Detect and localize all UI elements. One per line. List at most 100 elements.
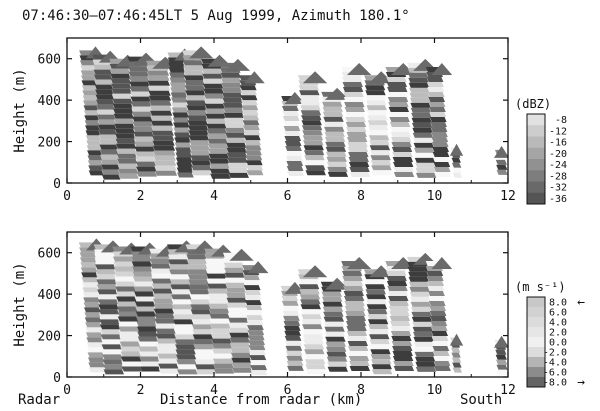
echo-cell [392,346,413,351]
y-tick-label: 200 [38,330,61,345]
echo-cell [367,115,388,121]
colorbar-label: -8.0 [543,378,567,389]
echo-cell [149,100,172,106]
echo-cell [185,90,206,96]
echo-cell [222,92,243,98]
colorbar-swatch [527,297,545,308]
echo-cell [130,91,151,97]
echo-cell [225,282,246,288]
echo-cell [431,142,449,147]
echo-cell [190,150,211,156]
echo-cell [224,117,245,123]
colorbar-swatch [527,317,545,328]
echo-cell [409,87,430,93]
echo-cell [243,275,260,281]
echo-cell [282,305,300,311]
echo-cell [151,273,172,279]
echo-cell [222,102,244,108]
echo-cell [191,314,212,320]
echo-cell [191,324,213,330]
echo-cell [326,356,348,362]
echo-cell [298,279,319,285]
echo-cell [429,117,447,122]
y-axis-label: Height (m) [12,262,28,346]
echo-cell [152,293,174,299]
echo-cell [136,171,157,177]
echo-cell [157,348,178,354]
echo-cell [150,263,171,269]
echo-cell [244,140,262,146]
echo-cell [392,152,413,157]
echo-cell [365,289,386,295]
echo-cell [224,127,246,133]
echo-cell [349,361,370,366]
echo-cell [451,157,461,163]
echo-cell [157,353,178,359]
x-tick-label: 10 [427,383,443,398]
echo-cell [116,148,137,154]
echo-cell [171,107,189,113]
echo-cell [413,331,434,337]
echo-column [130,242,162,372]
echo-cell [191,319,212,325]
echo-cell [345,117,366,122]
echo-cell [302,135,324,141]
echo-cell [326,351,347,357]
echo-cell [97,294,119,300]
echo-cell [148,90,171,96]
colorbar-swatch [527,181,545,194]
echo-cell [345,316,366,321]
echo-cell [285,151,303,156]
echo-cell [282,106,299,111]
echo-cell [348,152,369,157]
echo-cell [113,118,135,124]
echo-cell [208,153,230,159]
echo-cell [391,336,412,341]
echo-cell [432,341,449,346]
echo-cell [173,127,191,133]
echo-cell [429,112,447,117]
colorbar-unit: (dBZ) [515,97,551,111]
echo-cell [190,309,212,315]
echo-cell [391,142,412,147]
xlabel-left: Radar [18,392,60,408]
echo-cell [389,122,411,127]
echo-cell [299,294,321,300]
echo-cell [249,360,267,366]
echo-cell [100,159,120,165]
echo-cell [388,107,410,112]
echo-column [449,143,464,178]
echo-column [425,63,453,177]
echo-cell [154,318,176,324]
echo-cell [245,300,262,306]
echo-cell [220,77,242,83]
echo-cell [349,172,371,177]
echo-cell [389,311,410,316]
colorbar-arrow-top: ← [577,295,585,310]
echo-cell [371,364,392,370]
echo-cell [325,346,347,352]
echo-cell [304,354,325,360]
echo-cell [348,356,370,361]
echo-cell [322,111,344,117]
echo-cell [133,136,155,142]
echo-cell [325,141,346,147]
colorbar-swatch [527,136,545,149]
echo-cell [346,127,367,132]
echo-cell [287,171,304,176]
echo-top [449,143,464,156]
echo-cell [93,74,113,80]
echo-cell [194,354,215,360]
echo-cell [387,92,408,97]
echo-cell [82,292,100,298]
echo-cell [322,106,343,112]
echo-cell [365,294,387,300]
echo-cell [326,161,348,167]
echo-cell [430,122,447,127]
x-tick-label: 4 [210,383,218,398]
colorbar-unit: (m s⁻¹) [515,280,566,294]
echo-cell [322,101,343,107]
y-tick-label: 600 [38,53,61,68]
echo-column [242,261,269,376]
echo-cell [409,286,430,292]
